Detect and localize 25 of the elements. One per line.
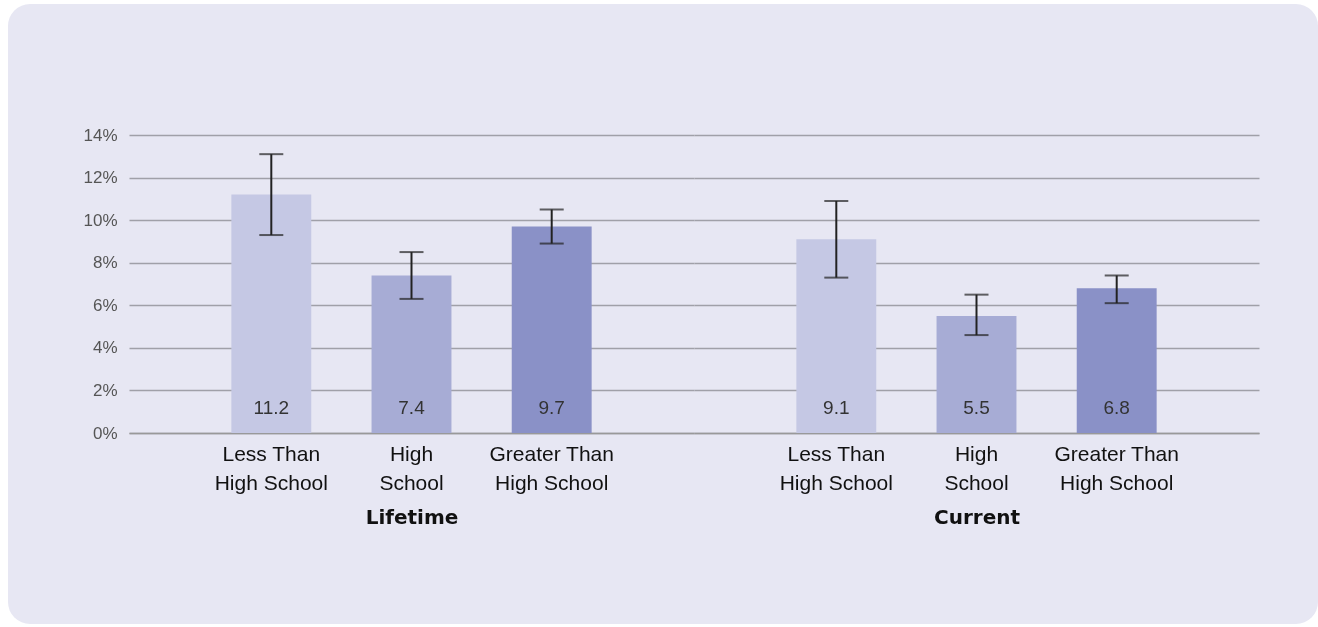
data-label: 6.8 [1103,397,1130,418]
y-tick-label: 0% [92,423,118,443]
x-tick-label: Greater Than High School [1054,441,1179,494]
data-label: 11.2 [253,397,290,418]
data-label: 5.5 [963,397,990,418]
data-label: 9.1 [823,397,850,418]
x-tick-label: Greater Than High School [489,441,614,494]
x-tick-label: Less Than High School [779,441,893,494]
y-tick-label: 4% [92,338,118,358]
data-label: 9.7 [538,397,565,418]
y-tick-label: 14% [83,125,118,145]
data-label: 7.4 [398,397,426,418]
y-tick-label: 10% [83,210,118,230]
y-tick-label: 6% [92,295,118,315]
bar [511,226,592,433]
x-axis-title: Current [933,504,1021,529]
y-tick-label: 12% [83,168,118,188]
bar [231,194,312,433]
x-axis-title: Lifetime [365,504,459,529]
x-tick-label: High School [944,441,1009,494]
y-tick-label: 8% [92,253,118,273]
x-tick-label: High School [379,441,444,494]
y-tick-label: 2% [92,380,118,400]
x-tick-label: Less Than High School [214,441,328,494]
bar [371,275,452,433]
